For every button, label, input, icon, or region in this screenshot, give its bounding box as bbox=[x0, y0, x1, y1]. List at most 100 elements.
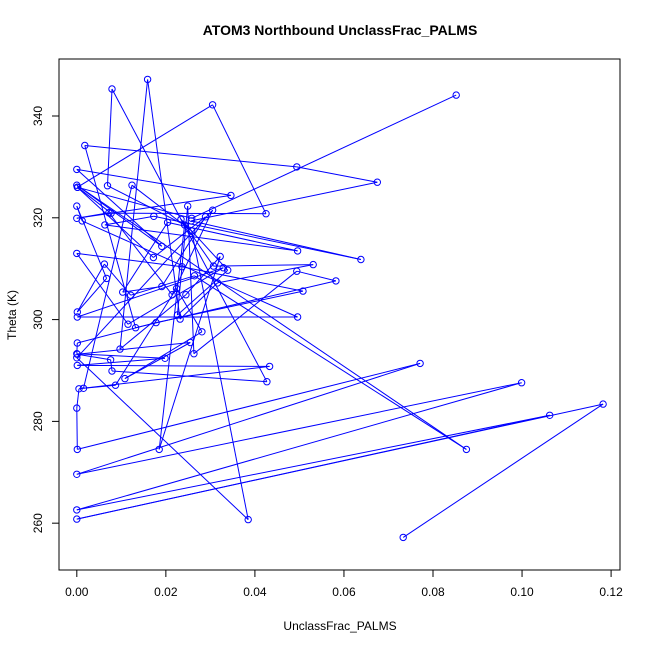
series-segment bbox=[83, 185, 133, 389]
data-point bbox=[168, 291, 176, 299]
series-segment bbox=[167, 221, 298, 252]
data-point bbox=[101, 221, 109, 229]
data-point bbox=[452, 91, 460, 99]
x-tick-label: 0.08 bbox=[421, 585, 445, 599]
data-point bbox=[332, 277, 340, 285]
series-segment bbox=[161, 216, 206, 287]
data-point bbox=[73, 404, 81, 412]
series-segment bbox=[153, 215, 362, 260]
x-tick-label: 0.12 bbox=[599, 585, 623, 599]
data-point bbox=[184, 202, 192, 210]
data-point bbox=[128, 181, 136, 189]
series-segment bbox=[122, 222, 169, 293]
series-segment bbox=[153, 216, 206, 258]
data-point bbox=[599, 400, 607, 408]
data-point bbox=[73, 165, 81, 174]
data-point bbox=[158, 242, 166, 251]
data-point bbox=[399, 533, 407, 542]
data-point bbox=[219, 264, 228, 272]
series-segment bbox=[77, 357, 166, 366]
data-point bbox=[178, 263, 186, 271]
x-tick-label: 0.00 bbox=[65, 585, 89, 599]
data-point bbox=[158, 282, 166, 291]
data-point bbox=[102, 274, 111, 283]
data-point bbox=[188, 227, 196, 235]
series-segment bbox=[76, 184, 163, 247]
points-layer bbox=[73, 75, 607, 542]
series-segment bbox=[111, 370, 267, 383]
data-point bbox=[73, 308, 82, 316]
series-segment bbox=[76, 184, 467, 450]
series-segment bbox=[84, 145, 297, 168]
data-point bbox=[293, 313, 302, 321]
series-segment bbox=[77, 353, 111, 361]
series-segment bbox=[176, 206, 189, 316]
series-segment bbox=[135, 280, 337, 329]
data-point bbox=[150, 212, 158, 221]
data-point bbox=[121, 374, 129, 383]
chart-title: ATOM3 Northbound UnclassFrac_PALMS bbox=[203, 22, 478, 38]
series-segment bbox=[122, 286, 162, 293]
series-segment bbox=[77, 186, 192, 219]
series-segment bbox=[77, 186, 112, 214]
data-point bbox=[74, 183, 82, 192]
data-point bbox=[209, 262, 218, 270]
x-tick-label: 0.06 bbox=[332, 585, 356, 599]
data-point bbox=[190, 350, 198, 358]
series-segment bbox=[77, 364, 270, 367]
data-point bbox=[127, 291, 135, 299]
data-point bbox=[81, 141, 89, 150]
data-point bbox=[73, 202, 81, 210]
data-point bbox=[119, 288, 127, 296]
x-axis-label: UnclassFrac_PALMS bbox=[283, 619, 396, 633]
series-segment bbox=[179, 282, 218, 320]
data-point bbox=[265, 362, 274, 371]
data-point bbox=[462, 445, 471, 454]
series-segment bbox=[76, 414, 550, 520]
data-point bbox=[111, 381, 120, 389]
series-segment bbox=[212, 104, 267, 214]
data-point bbox=[100, 260, 109, 268]
data-point bbox=[373, 178, 381, 186]
series-segment bbox=[104, 215, 154, 226]
data-point bbox=[188, 214, 196, 223]
series-segment bbox=[77, 267, 224, 318]
data-point bbox=[357, 255, 365, 264]
data-point bbox=[263, 378, 271, 386]
series-segment bbox=[296, 166, 378, 183]
data-point bbox=[309, 260, 317, 269]
data-point bbox=[149, 253, 158, 262]
series-segment bbox=[76, 408, 78, 450]
data-point bbox=[173, 311, 182, 319]
data-point bbox=[116, 345, 124, 353]
series-segment bbox=[76, 382, 522, 475]
data-point bbox=[172, 284, 181, 293]
data-point bbox=[186, 338, 195, 347]
series-segment bbox=[158, 256, 221, 450]
data-point bbox=[293, 267, 301, 275]
data-point bbox=[73, 506, 81, 514]
series-segment bbox=[194, 275, 467, 450]
data-point bbox=[244, 515, 252, 524]
series-segment bbox=[76, 209, 213, 359]
data-point bbox=[108, 85, 116, 93]
series-segment bbox=[83, 384, 116, 389]
data-point bbox=[124, 320, 132, 328]
data-point bbox=[73, 361, 82, 370]
series-segment bbox=[76, 253, 129, 325]
series-segment bbox=[76, 263, 105, 313]
data-point bbox=[73, 214, 81, 223]
data-point bbox=[546, 411, 554, 419]
y-tick-label: 260 bbox=[31, 513, 45, 533]
series-segment bbox=[107, 88, 113, 186]
series-segment bbox=[191, 94, 457, 219]
y-axis: 260 280 300 320 340 bbox=[31, 106, 60, 533]
series-segment bbox=[111, 212, 267, 215]
series-segment bbox=[76, 362, 421, 475]
x-tick-label: 0.02 bbox=[154, 585, 178, 599]
data-point bbox=[107, 209, 115, 217]
data-point bbox=[198, 328, 206, 336]
series-segment bbox=[111, 88, 268, 382]
series-segment bbox=[76, 169, 163, 247]
